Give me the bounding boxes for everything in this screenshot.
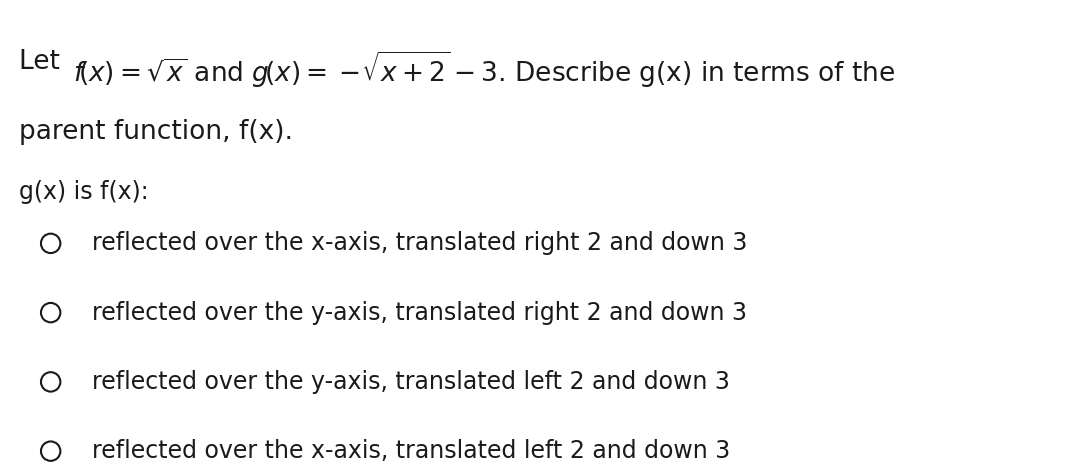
Text: reflected over the x-axis, translated right 2 and down 3: reflected over the x-axis, translated ri… [92, 231, 747, 256]
Text: Let: Let [19, 49, 69, 75]
Text: reflected over the y-axis, translated right 2 and down 3: reflected over the y-axis, translated ri… [92, 300, 747, 325]
Text: reflected over the y-axis, translated left 2 and down 3: reflected over the y-axis, translated le… [92, 370, 730, 394]
Text: g(x) is f(x):: g(x) is f(x): [19, 180, 149, 204]
Text: reflected over the x-axis, translated left 2 and down 3: reflected over the x-axis, translated le… [92, 439, 730, 463]
Text: $\mathit{f}\!\left(\mathit{x}\right) = \sqrt{\mathit{x}}$ and $\mathit{g}\!\left: $\mathit{f}\!\left(\mathit{x}\right) = \… [73, 49, 896, 90]
Text: parent function, f(x).: parent function, f(x). [19, 119, 293, 146]
